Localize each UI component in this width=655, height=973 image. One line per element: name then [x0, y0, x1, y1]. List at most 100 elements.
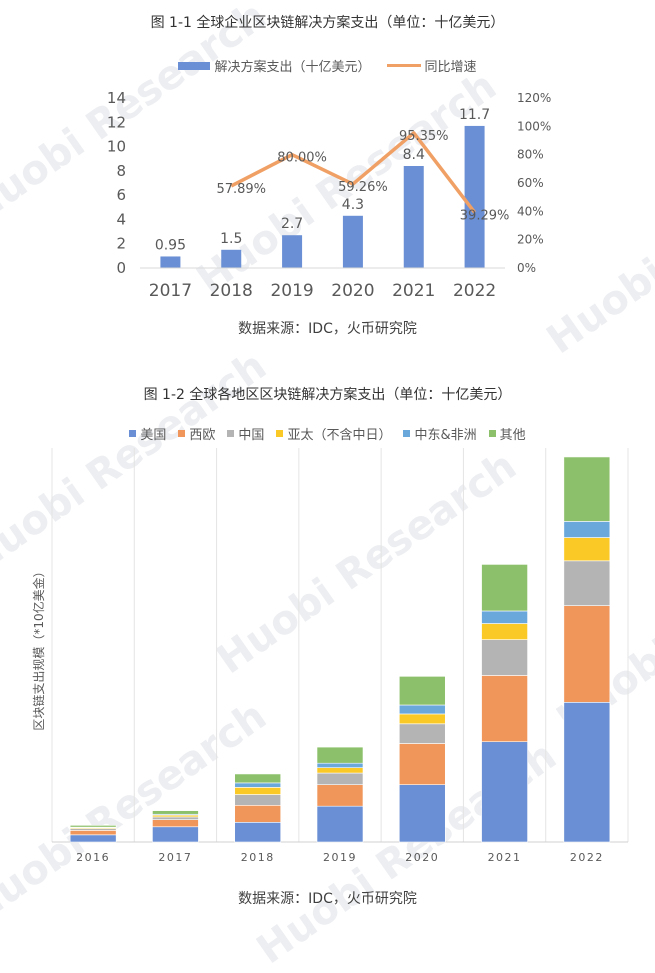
bar — [282, 235, 303, 268]
y2-tick-label: 100% — [517, 119, 551, 133]
bar — [160, 256, 181, 268]
stacked-bar-segment — [398, 743, 446, 785]
data-label: 0.95 — [155, 237, 186, 253]
x-tick-label: 2019 — [270, 281, 313, 301]
stacked-bar-segment — [234, 821, 282, 843]
x-tick-label: 2017 — [149, 281, 192, 301]
chart2-plot: 2016 2017 2018 2019 2020 2021 2022 区块链支出规模（*10亿… — [31, 448, 629, 864]
chart1-legend: 解决方案支出（十亿美元） 同比增速 — [0, 56, 655, 75]
bar — [342, 215, 363, 268]
legend-label: 中国 — [238, 428, 265, 443]
legend-swatch — [129, 430, 137, 437]
stacked-bar-segment — [152, 826, 199, 843]
stacked-bar-segment — [234, 787, 282, 795]
stacked-bar-segment — [563, 456, 611, 522]
stacked-bar-segment — [152, 819, 199, 828]
y2-tick-label: 0% — [517, 261, 536, 275]
chart1-source: 数据来源：IDC，火币研究院 — [238, 321, 417, 337]
x-tick-label: 2021 — [488, 851, 522, 864]
bar — [221, 249, 242, 268]
y-tick-label: 0 — [116, 259, 126, 277]
legend-item-spend: 解决方案支出（十亿美元） — [178, 56, 371, 75]
stacked-bar-segment — [316, 805, 364, 843]
stacked-bar-segment — [234, 804, 282, 823]
stacked-bar-segment — [563, 702, 611, 843]
stacked-bar-segment — [398, 676, 446, 706]
stacked-bar-segment — [316, 762, 364, 768]
stacked-bar-segment — [69, 825, 117, 828]
chart1-plot: 0 2 4 6 8 10 12 14 0% 20% 40% 60% 80% 100% 120% 0.95 1.5… — [107, 89, 551, 301]
stacked-bar-segment — [563, 521, 611, 538]
legend-label: 西欧 — [189, 428, 216, 443]
stacked-bar-segment — [563, 560, 611, 606]
bar — [403, 166, 424, 268]
legend-swatch — [403, 430, 411, 437]
legend-item: 亚太（不含中日） — [276, 424, 391, 443]
stacked-bar-segment — [563, 537, 611, 562]
legend-item: 中国 — [227, 424, 264, 443]
stacked-bar-segment — [481, 564, 528, 612]
data-label: 1.5 — [220, 231, 242, 247]
legend-item: 西欧 — [178, 424, 215, 443]
x-tick-label: 2020 — [405, 851, 439, 864]
x-tick-label: 2016 — [76, 851, 110, 864]
x-tick-label: 2020 — [331, 281, 374, 301]
y-axis-label: 区块链支出规模（*10亿美金） — [31, 565, 46, 730]
legend-item-growth: 同比增速 — [386, 56, 477, 75]
y-tick-label: 10 — [107, 138, 126, 156]
y-tick-label: 8 — [116, 162, 126, 180]
y2-tick-label: 120% — [517, 91, 551, 105]
stacked-bar-segment — [481, 741, 528, 843]
legend-swatch-line — [386, 64, 421, 67]
growth-label: 59.26% — [338, 180, 388, 195]
x-tick-label: 2022 — [570, 851, 604, 864]
legend-label: 解决方案支出（十亿美元） — [214, 60, 371, 75]
stacked-bar-segment — [398, 784, 446, 843]
stacked-bar-segment — [152, 816, 199, 820]
chart2-legend: 美国 西欧 中国 亚太（不含中日） 中东&非洲 其他 — [0, 424, 655, 443]
stacked-bar-segment — [481, 623, 528, 640]
y-tick-label: 14 — [107, 89, 126, 107]
legend-item: 美国 — [129, 424, 166, 443]
legend-swatch-bar — [178, 61, 211, 70]
x-tick-label: 2017 — [158, 851, 192, 864]
legend-swatch — [178, 430, 186, 437]
y-tick-label: 6 — [116, 186, 126, 204]
stacked-bar-segment — [234, 782, 282, 788]
x-tick-label: 2019 — [323, 851, 357, 864]
legend-swatch — [227, 430, 235, 437]
stacked-bar-segment — [234, 773, 282, 784]
y2-tick-label: 40% — [517, 204, 544, 218]
data-label: 4.3 — [342, 197, 364, 213]
x-tick-label: 2022 — [453, 281, 496, 301]
x-tick-label: 2018 — [210, 281, 253, 301]
stacked-bar-segment — [481, 639, 528, 676]
stacked-bar-segment — [316, 767, 364, 774]
y-tick-label: 12 — [107, 113, 126, 131]
stacked-bar-segment — [316, 746, 364, 764]
data-label: 11.7 — [459, 107, 490, 123]
y-tick-label: 4 — [116, 210, 126, 228]
bar — [464, 125, 485, 268]
chart1-caption: 图 1-1 全球企业区块链解决方案支出（单位：十亿美元） — [150, 15, 505, 31]
growth-line — [230, 131, 476, 214]
stacked-bar-segment — [316, 772, 364, 785]
stacked-bar-segment — [398, 723, 446, 744]
chart2-caption: 图 1-2 全球各地区区块链解决方案支出（单位：十亿美元） — [143, 387, 512, 403]
stacked-bar-segment — [69, 834, 117, 843]
y2-tick-label: 20% — [517, 233, 544, 247]
data-label: 8.4 — [403, 147, 425, 163]
growth-label: 57.89% — [216, 182, 266, 197]
legend-swatch — [488, 430, 496, 437]
stacked-bar-segment — [234, 794, 282, 806]
chart2-source: 数据来源：IDC，火币研究院 — [238, 891, 417, 907]
growth-label: 80.00% — [277, 151, 327, 166]
stacked-bar-segment — [398, 713, 446, 725]
stacked-bar-segment — [398, 704, 446, 715]
legend-label: 美国 — [140, 428, 167, 443]
legend-label: 中东&非洲 — [414, 428, 477, 443]
x-tick-label: 2018 — [241, 851, 275, 864]
legend-label: 亚太（不含中日） — [287, 428, 392, 443]
growth-label: 39.29% — [460, 208, 510, 223]
y-tick-label: 2 — [116, 235, 126, 253]
